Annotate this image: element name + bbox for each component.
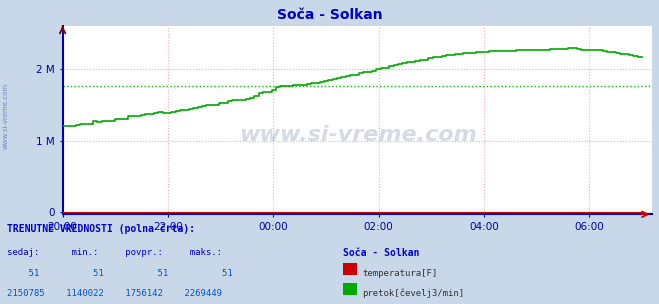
Text: TRENUTNE VREDNOSTI (polna črta):: TRENUTNE VREDNOSTI (polna črta): [7, 223, 194, 234]
Text: pretok[čevelj3/min]: pretok[čevelj3/min] [362, 289, 465, 298]
Text: 51          51          51          51: 51 51 51 51 [7, 269, 233, 278]
Text: www.si-vreme.com: www.si-vreme.com [2, 82, 9, 149]
Text: www.si-vreme.com: www.si-vreme.com [239, 125, 476, 145]
Text: sedaj:      min.:     povpr.:     maks.:: sedaj: min.: povpr.: maks.: [7, 248, 221, 257]
Text: Soča - Solkan: Soča - Solkan [343, 248, 419, 258]
Text: Soča - Solkan: Soča - Solkan [277, 8, 382, 22]
Text: 2150785    1140022    1756142    2269449: 2150785 1140022 1756142 2269449 [7, 289, 221, 299]
Text: temperatura[F]: temperatura[F] [362, 269, 438, 278]
